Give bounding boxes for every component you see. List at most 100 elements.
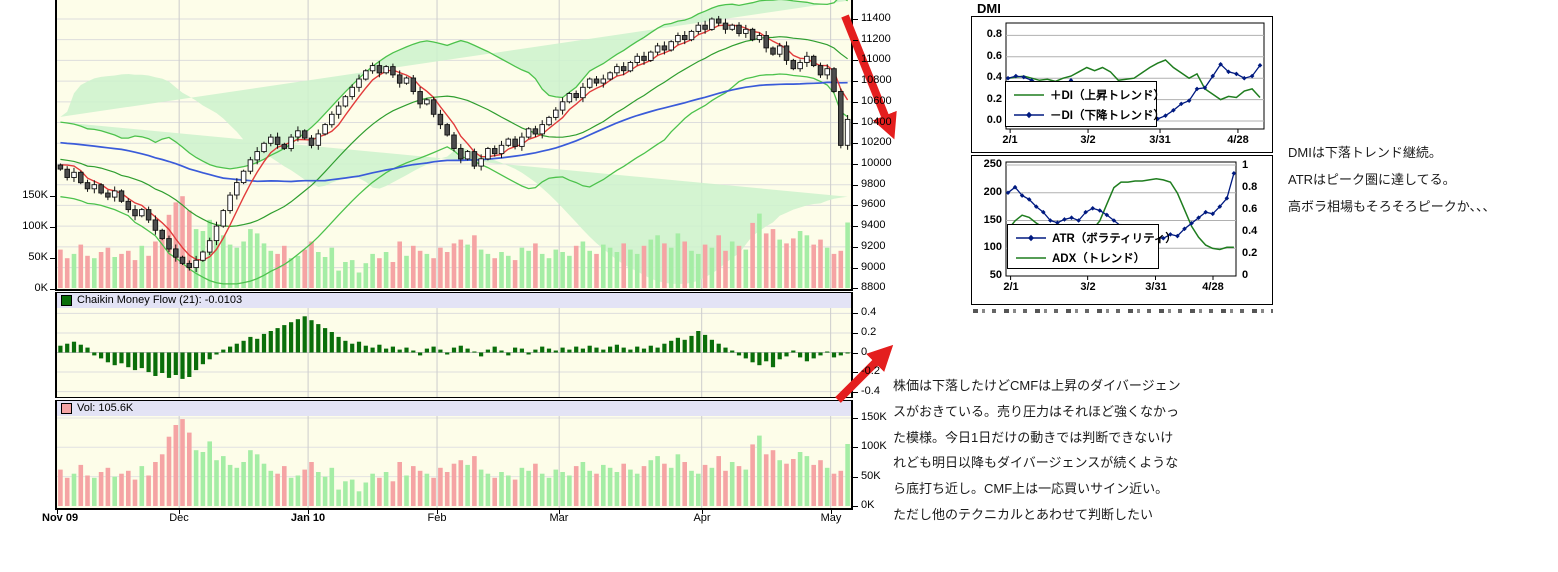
volume-panel-y-tick	[853, 477, 858, 478]
x-axis-month-label: May	[820, 512, 842, 524]
x-axis-tick	[308, 510, 309, 514]
price-y-tick	[853, 40, 858, 41]
dmi-note-line: DMIは下落トレンド継続。	[1288, 145, 1442, 160]
price-y-tick	[853, 268, 858, 269]
volume-panel-y-tick	[853, 418, 858, 419]
adx-label: ADX（トレンド）	[1052, 253, 1146, 265]
volume-panel-y-tick	[853, 506, 858, 507]
atr-legend-adx: ADX（トレンド）	[1014, 248, 1158, 268]
plus-di-line-icon	[1014, 94, 1044, 96]
atr-left-y-axis-label: 150	[983, 214, 1002, 226]
main-price-panel	[55, 0, 853, 291]
minus-di-label: －DI（下降トレンド）	[1050, 110, 1165, 122]
volume-panel-y-axis-label: 0K	[861, 499, 875, 511]
dmi-y-axis-label: 0.2	[986, 93, 1002, 105]
cmf-y-tick	[853, 372, 858, 373]
cropped-strip	[973, 309, 1273, 313]
dmi-note: DMIは下落トレンド継続。 ATRはピーク圏に達してる。 高ボラ相場もそろそろピ…	[1288, 139, 1495, 220]
volume-y-axis-label: 150K	[22, 189, 48, 201]
price-y-axis-label: 9000	[861, 261, 886, 273]
dmi-legend: ＋DI（上昇トレンド） －DI（下降トレンド）	[1005, 81, 1165, 127]
x-axis-month-label: Apr	[693, 512, 711, 524]
cmf-note-line: 株価は下落したけどCMFは上昇のダイバージェン	[893, 378, 1181, 393]
cmf-note: 株価は下落したけどCMFは上昇のダイバージェン スがおきている。売り圧力はそれほ…	[893, 373, 1181, 528]
cmf-panel-header: Chaikin Money Flow (21): -0.0103	[57, 293, 851, 308]
cmf-y-axis-label: 0.4	[861, 306, 877, 318]
cmf-chart	[57, 308, 851, 397]
atr-left-y-axis-label: 250	[983, 158, 1002, 170]
atr-x-axis-label: 2/1	[1003, 281, 1019, 293]
atr-label: ATR（ボラティリティ）	[1052, 233, 1177, 245]
bollinger-band	[60, 0, 848, 284]
cmf-y-tick	[853, 353, 858, 354]
price-y-axis-label: 9200	[861, 240, 886, 252]
price-y-tick	[853, 102, 858, 103]
cmf-legend-label: Chaikin Money Flow (21): -0.0103	[77, 294, 243, 306]
dmi-x-axis-label: 3/31	[1149, 134, 1171, 146]
cmf-note-line: ただし他のテクニカルとあわせて判断したい	[893, 506, 1154, 522]
x-axis-tick	[57, 510, 58, 514]
dmi-legend-minus-di: －DI（下降トレンド）	[1012, 105, 1165, 125]
price-y-axis-label: 10600	[861, 95, 892, 107]
volume-y-axis-label: 50K	[28, 251, 48, 263]
volume-y-tick	[50, 258, 55, 259]
price-y-axis-label: 11600	[861, 0, 891, 4]
atr-x-axis-label: 4/28	[1202, 281, 1224, 293]
price-y-tick	[853, 226, 858, 227]
cmf-panel: Chaikin Money Flow (21): -0.0103	[55, 292, 853, 398]
price-y-tick	[853, 60, 858, 61]
volume-bars	[58, 419, 850, 506]
volume-panel-y-axis-label: 100K	[861, 440, 887, 452]
dmi-y-axis-label: 0.8	[986, 28, 1002, 40]
atr-x-axis-label: 3/31	[1145, 281, 1167, 293]
minus-di-line-icon	[1014, 111, 1044, 119]
atr-left-y-axis-label: 200	[983, 186, 1002, 198]
dmi-note-line: ATRはピーク圏に達してる。	[1288, 172, 1456, 187]
price-y-tick	[853, 288, 858, 289]
dmi-chart: ＋DI（上昇トレンド） －DI（下降トレンド） 0.8 0.6 0.4 0.2 0.0 2…	[971, 16, 1273, 153]
dmi-x-axis-label: 2/1	[1002, 134, 1018, 146]
x-axis-month-label: Mar	[549, 512, 569, 524]
cmf-bars	[58, 316, 850, 379]
volume-chart	[57, 416, 851, 508]
dmi-x-axis-label: 3/2	[1080, 134, 1096, 146]
price-y-axis-label: 10800	[861, 74, 892, 86]
atr-right-y-axis-label: 0.2	[1242, 247, 1258, 259]
volume-panel-y-tick	[853, 447, 858, 448]
atr-right-y-axis-label: 0.8	[1242, 181, 1258, 193]
cmf-note-line: スがおきている。売り圧力はそれほど強くなかっ	[893, 403, 1180, 419]
x-axis-month-label: Jan 10	[290, 512, 326, 524]
volume-legend-label: Vol: 105.6K	[77, 402, 134, 414]
atr-right-y-axis-label: 0.6	[1242, 203, 1258, 215]
x-axis-month-label: Dec	[169, 512, 189, 524]
price-y-axis-label: 11200	[861, 33, 891, 45]
price-y-axis-label: 11400	[861, 12, 891, 24]
volume-y-tick	[50, 227, 55, 228]
atr-left-y-axis-label: 100	[983, 241, 1002, 253]
cmf-note-line: ら底打ち近し。CMF上は一応買いサイン近い。	[893, 481, 1169, 497]
dmi-legend-plus-di: ＋DI（上昇トレンド）	[1012, 85, 1165, 105]
price-y-axis-label: 9600	[861, 198, 886, 210]
volume-overlay-bars	[58, 196, 850, 288]
cmf-note-line: た模様。今日1日だけの動きでは判断できないけ	[893, 429, 1174, 445]
price-y-tick	[853, 123, 858, 124]
price-y-tick	[853, 81, 858, 82]
atr-line-icon	[1016, 234, 1046, 242]
volume-legend-swatch-icon	[61, 403, 72, 414]
dmi-chart-title: DMI	[977, 1, 1001, 16]
volume-panel-y-axis-label: 150K	[861, 411, 887, 423]
price-y-tick	[853, 247, 858, 248]
cmf-y-axis-label: -0.2	[861, 365, 880, 377]
price-y-axis-label: 10200	[861, 136, 892, 148]
dmi-x-axis-label: 4/28	[1227, 134, 1249, 146]
x-axis-tick	[179, 510, 180, 514]
x-axis-month-label: Nov 09	[42, 512, 79, 524]
cmf-legend-swatch-icon	[61, 295, 72, 306]
price-y-tick	[853, 164, 858, 165]
price-y-tick	[853, 143, 858, 144]
atr-legend-atr: ATR（ボラティリティ）	[1014, 228, 1177, 248]
price-y-axis-label: 11000	[861, 53, 891, 65]
price-chart	[57, 0, 851, 289]
dmi-y-axis-label: 0.6	[986, 50, 1002, 62]
dmi-y-axis-label: 0.4	[986, 71, 1002, 83]
